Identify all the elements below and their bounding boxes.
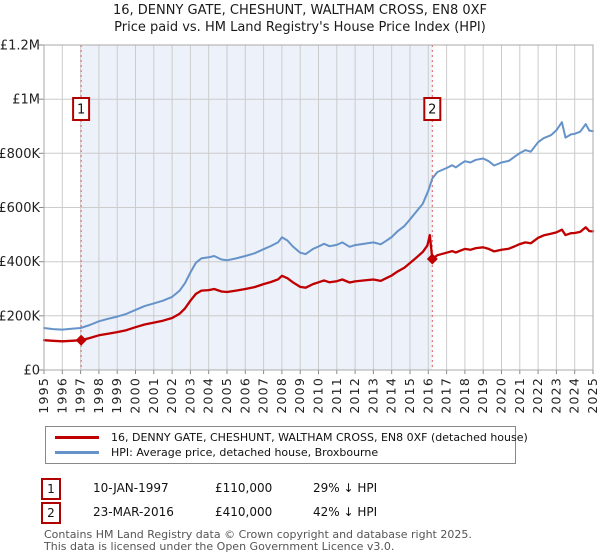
svg-text:2002: 2002: [164, 377, 179, 414]
footer-line-1: Contains HM Land Registry data © Crown c…: [44, 528, 472, 541]
sale-1-hpi-delta: 29% ↓ HPI: [313, 481, 378, 495]
svg-text:2001: 2001: [146, 377, 161, 414]
sale-2-price: £410,000: [215, 505, 273, 519]
svg-text:2023: 2023: [548, 377, 563, 414]
svg-text:2004: 2004: [201, 377, 216, 414]
svg-text:2006: 2006: [237, 377, 252, 414]
legend-row-property: 16, DENNY GATE, CHESHUNT, WALTHAM CROSS,…: [46, 430, 528, 445]
svg-text:1999: 1999: [109, 377, 124, 414]
svg-text:2022: 2022: [530, 377, 545, 414]
svg-text:2007: 2007: [256, 377, 271, 414]
svg-text:2015: 2015: [402, 377, 417, 414]
svg-text:2008: 2008: [274, 377, 289, 414]
svg-text:2000: 2000: [128, 377, 143, 414]
sale-2-hpi-delta: 42% ↓ HPI: [313, 505, 378, 519]
chart-legend: 16, DENNY GATE, CHESHUNT, WALTHAM CROSS,…: [45, 426, 528, 464]
svg-text:2009: 2009: [292, 377, 307, 414]
svg-text:2018: 2018: [457, 377, 472, 414]
svg-text:1996: 1996: [54, 377, 69, 414]
license-footer: Contains HM Land Registry data © Crown c…: [44, 529, 584, 553]
svg-text:1998: 1998: [91, 377, 106, 414]
svg-text:1997: 1997: [73, 377, 88, 414]
sale-2-marker: 2: [41, 502, 61, 524]
svg-text:£200K: £200K: [0, 309, 40, 324]
svg-text:2003: 2003: [182, 377, 197, 414]
svg-text:£0: £0: [23, 364, 40, 379]
svg-text:2012: 2012: [347, 377, 362, 414]
svg-text:£400K: £400K: [0, 255, 40, 270]
svg-text:2005: 2005: [219, 377, 234, 414]
legend-row-hpi: HPI: Average price, detached house, Brox…: [46, 445, 515, 460]
svg-text:£1.2M: £1.2M: [0, 39, 40, 54]
svg-text:1995: 1995: [36, 377, 51, 414]
svg-text:£1M: £1M: [12, 93, 40, 108]
legend-label-hpi: HPI: Average price, detached house, Brox…: [111, 446, 379, 459]
svg-text:2019: 2019: [475, 377, 490, 414]
svg-text:2020: 2020: [494, 377, 509, 414]
legend-line-blue: [55, 451, 99, 454]
svg-text:2: 2: [428, 103, 436, 118]
svg-text:2014: 2014: [384, 377, 399, 414]
svg-text:2016: 2016: [420, 377, 435, 414]
price-history-chart: 1995 1996 1997 1998 1999 2000 2001 2002 2003 2004…: [0, 39, 600, 414]
page-title: 16, DENNY GATE, CHESHUNT, WALTHAM CROSS,…: [112, 3, 488, 18]
footer-line-2: This data is licensed under the Open Gov…: [44, 540, 395, 553]
sale-annotations: 1 10-JAN-1997 £110,000 29% ↓ HPI 2 23-MA…: [40, 478, 560, 528]
svg-text:2010: 2010: [311, 377, 326, 414]
svg-text:£800K: £800K: [0, 147, 40, 162]
sale-row-2: 2 23-MAR-2016 £410,000 42% ↓ HPI: [40, 502, 560, 524]
sale-1-price: £110,000: [215, 481, 273, 495]
svg-text:2024: 2024: [567, 377, 582, 414]
svg-text:2021: 2021: [512, 377, 527, 414]
sale-2-date: 23-MAR-2016: [93, 505, 174, 519]
svg-text:2025: 2025: [585, 377, 600, 414]
page-subtitle: Price paid vs. HM Land Registry's House …: [114, 20, 486, 35]
svg-text:2011: 2011: [329, 377, 344, 414]
sale-row-1: 1 10-JAN-1997 £110,000 29% ↓ HPI: [40, 478, 560, 500]
sale-1-date: 10-JAN-1997: [93, 481, 169, 495]
svg-text:2013: 2013: [365, 377, 380, 414]
svg-text:1: 1: [77, 103, 85, 118]
legend-line-red: [55, 436, 99, 439]
sale-1-marker: 1: [41, 478, 61, 500]
svg-text:£600K: £600K: [0, 201, 40, 216]
svg-text:2017: 2017: [439, 377, 454, 414]
legend-label-property: 16, DENNY GATE, CHESHUNT, WALTHAM CROSS,…: [111, 431, 528, 444]
